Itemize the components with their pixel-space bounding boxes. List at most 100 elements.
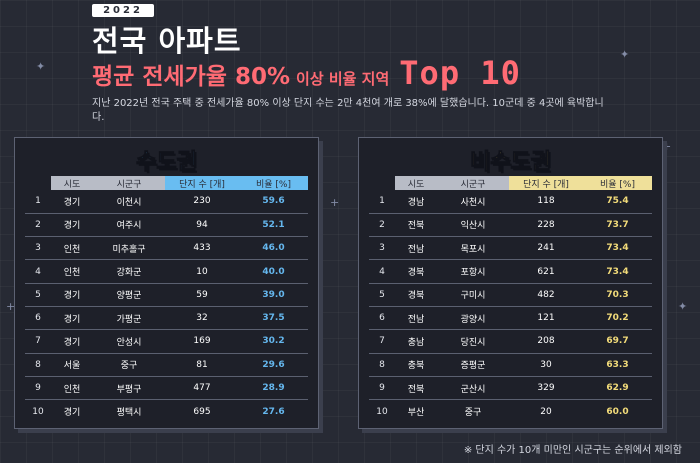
footnote: ※ 단지 수가 10개 미만인 시군구는 순위에서 제외함 (463, 445, 682, 456)
count-cell: 118 (509, 190, 583, 214)
rank-cell: 10 (376, 406, 388, 417)
table-row: 10 경기 평택시 695 27.6 (25, 400, 308, 423)
rate-cell: 70.3 (583, 283, 652, 307)
count-cell: 59 (165, 283, 239, 307)
rank-cell: 5 (25, 283, 51, 307)
rate-cell: 75.4 (583, 190, 652, 214)
sido-header: 시도 (51, 176, 93, 190)
count-cell: 208 (509, 329, 583, 354)
table-row: 2 경기 여주시 94 52.1 (25, 213, 308, 238)
sido-cell: 전남 (395, 236, 437, 261)
rank-cell: 5 (369, 283, 395, 307)
sido-cell: 전북 (395, 213, 437, 238)
count-cell: 241 (509, 236, 583, 261)
sigungu-cell: 이천시 (93, 190, 165, 214)
subtitle-small: 이상 비율 지역 (296, 70, 390, 88)
sido-cell: 부산 (407, 408, 425, 419)
rate-header: 비율 [%] (583, 176, 652, 190)
count-cell: 94 (165, 213, 239, 238)
sigungu-cell: 강화군 (93, 259, 165, 284)
rank-cell: 10 (32, 406, 44, 417)
sido-cell: 충북 (395, 353, 437, 377)
rank-cell: 9 (25, 376, 51, 401)
panel-title: 비수도권 (470, 150, 552, 176)
sido-cell: 서울 (51, 353, 93, 377)
sigungu-cell: 평택시 (116, 408, 142, 419)
sido-cell: 경기 (51, 329, 93, 354)
page-subtitle: 평균 전세가율 80% 이상 비율 지역 Top 10 (92, 54, 521, 92)
count-cell: 329 (509, 376, 583, 401)
description-text: 지난 2022년 전국 주택 중 전세가율 80% 이상 단지 수는 2만 4천… (92, 98, 604, 123)
count-cell: 482 (509, 283, 583, 307)
sigungu-cell: 여주시 (93, 213, 165, 238)
table-header-row: 시도 시군구 단지 수 [개] 비율 [%] (25, 176, 308, 190)
sigungu-header: 시군구 (437, 176, 509, 190)
ranking-table: 시도 시군구 단지 수 [개] 비율 [%] 1 경남 사천시 118 75.4 2 전북 익… (369, 176, 652, 423)
sigungu-cell: 광양시 (437, 306, 509, 331)
rank-cell: 2 (25, 213, 51, 238)
table-row: 8 충북 증평군 30 63.3 (369, 353, 652, 377)
sparkle-icon: + (6, 300, 16, 313)
table-row: 2 전북 익산시 228 73.7 (369, 213, 652, 238)
sigungu-header: 시군구 (93, 176, 165, 190)
sparkle-icon: ✦ (678, 300, 688, 313)
rate-cell: 60.0 (606, 406, 629, 417)
sigungu-cell: 부평구 (93, 376, 165, 401)
sido-cell: 인천 (51, 236, 93, 261)
sido-cell: 경남 (395, 190, 437, 214)
table-row: 4 경북 포항시 621 73.4 (369, 259, 652, 284)
rate-cell: 27.6 (262, 406, 285, 417)
rank-header (25, 176, 51, 190)
sido-cell: 경북 (395, 283, 437, 307)
sido-cell: 경북 (395, 259, 437, 284)
sigungu-cell: 사천시 (437, 190, 509, 214)
rate-header: 비율 [%] (239, 176, 308, 190)
count-cell: 477 (165, 376, 239, 401)
sigungu-cell: 안성시 (93, 329, 165, 354)
table-row: 1 경남 사천시 118 75.4 (369, 190, 652, 214)
count-cell: 621 (509, 259, 583, 284)
table-row: 1 경기 이천시 230 59.6 (25, 190, 308, 214)
rate-cell: 52.1 (239, 213, 308, 238)
count-cell: 32 (165, 306, 239, 331)
table-row: 6 전남 광양시 121 70.2 (369, 306, 652, 331)
rate-cell: 62.9 (583, 376, 652, 401)
table-row: 4 인천 강화군 10 40.0 (25, 259, 308, 284)
ranking-table: 시도 시군구 단지 수 [개] 비율 [%] 1 경기 이천시 230 59.6 2 경기 여… (25, 176, 308, 423)
rate-cell: 40.0 (239, 259, 308, 284)
page-title: 전국 아파트 (92, 24, 242, 58)
subtitle-main: 평균 전세가율 80% (92, 64, 291, 90)
count-cell: 169 (165, 329, 239, 354)
sido-cell: 인천 (51, 259, 93, 284)
table-row: 6 경기 가평군 32 37.5 (25, 306, 308, 331)
sigungu-cell: 가평군 (93, 306, 165, 331)
sido-cell: 전북 (395, 376, 437, 401)
table-header-row: 시도 시군구 단지 수 [개] 비율 [%] (369, 176, 652, 190)
table-row: 5 경기 양평군 59 39.0 (25, 283, 308, 307)
rate-cell: 73.7 (583, 213, 652, 238)
sigungu-cell: 구미시 (437, 283, 509, 307)
sigungu-cell: 포항시 (437, 259, 509, 284)
sigungu-cell: 익산시 (437, 213, 509, 238)
sparkle-icon: + (330, 196, 340, 209)
year-badge: 2022 (92, 4, 154, 17)
rate-cell: 63.3 (583, 353, 652, 377)
sparkle-icon: + (662, 140, 672, 153)
rank-cell: 4 (25, 259, 51, 284)
sido-cell: 인천 (51, 376, 93, 401)
rate-cell: 70.2 (583, 306, 652, 331)
sido-cell: 경기 (63, 408, 81, 419)
rank-cell: 4 (369, 259, 395, 284)
table-row: 9 인천 부평구 477 28.9 (25, 376, 308, 401)
sido-cell: 경기 (51, 283, 93, 307)
rank-cell: 2 (369, 213, 395, 238)
rank-cell: 3 (25, 236, 51, 261)
rate-cell: 59.6 (239, 190, 308, 214)
rank-cell: 9 (369, 376, 395, 401)
rate-cell: 73.4 (583, 259, 652, 284)
rate-cell: 73.4 (583, 236, 652, 261)
sigungu-cell: 군산시 (437, 376, 509, 401)
sido-header: 시도 (395, 176, 437, 190)
sparkle-icon: ✦ (36, 60, 46, 73)
count-cell: 695 (193, 406, 211, 417)
